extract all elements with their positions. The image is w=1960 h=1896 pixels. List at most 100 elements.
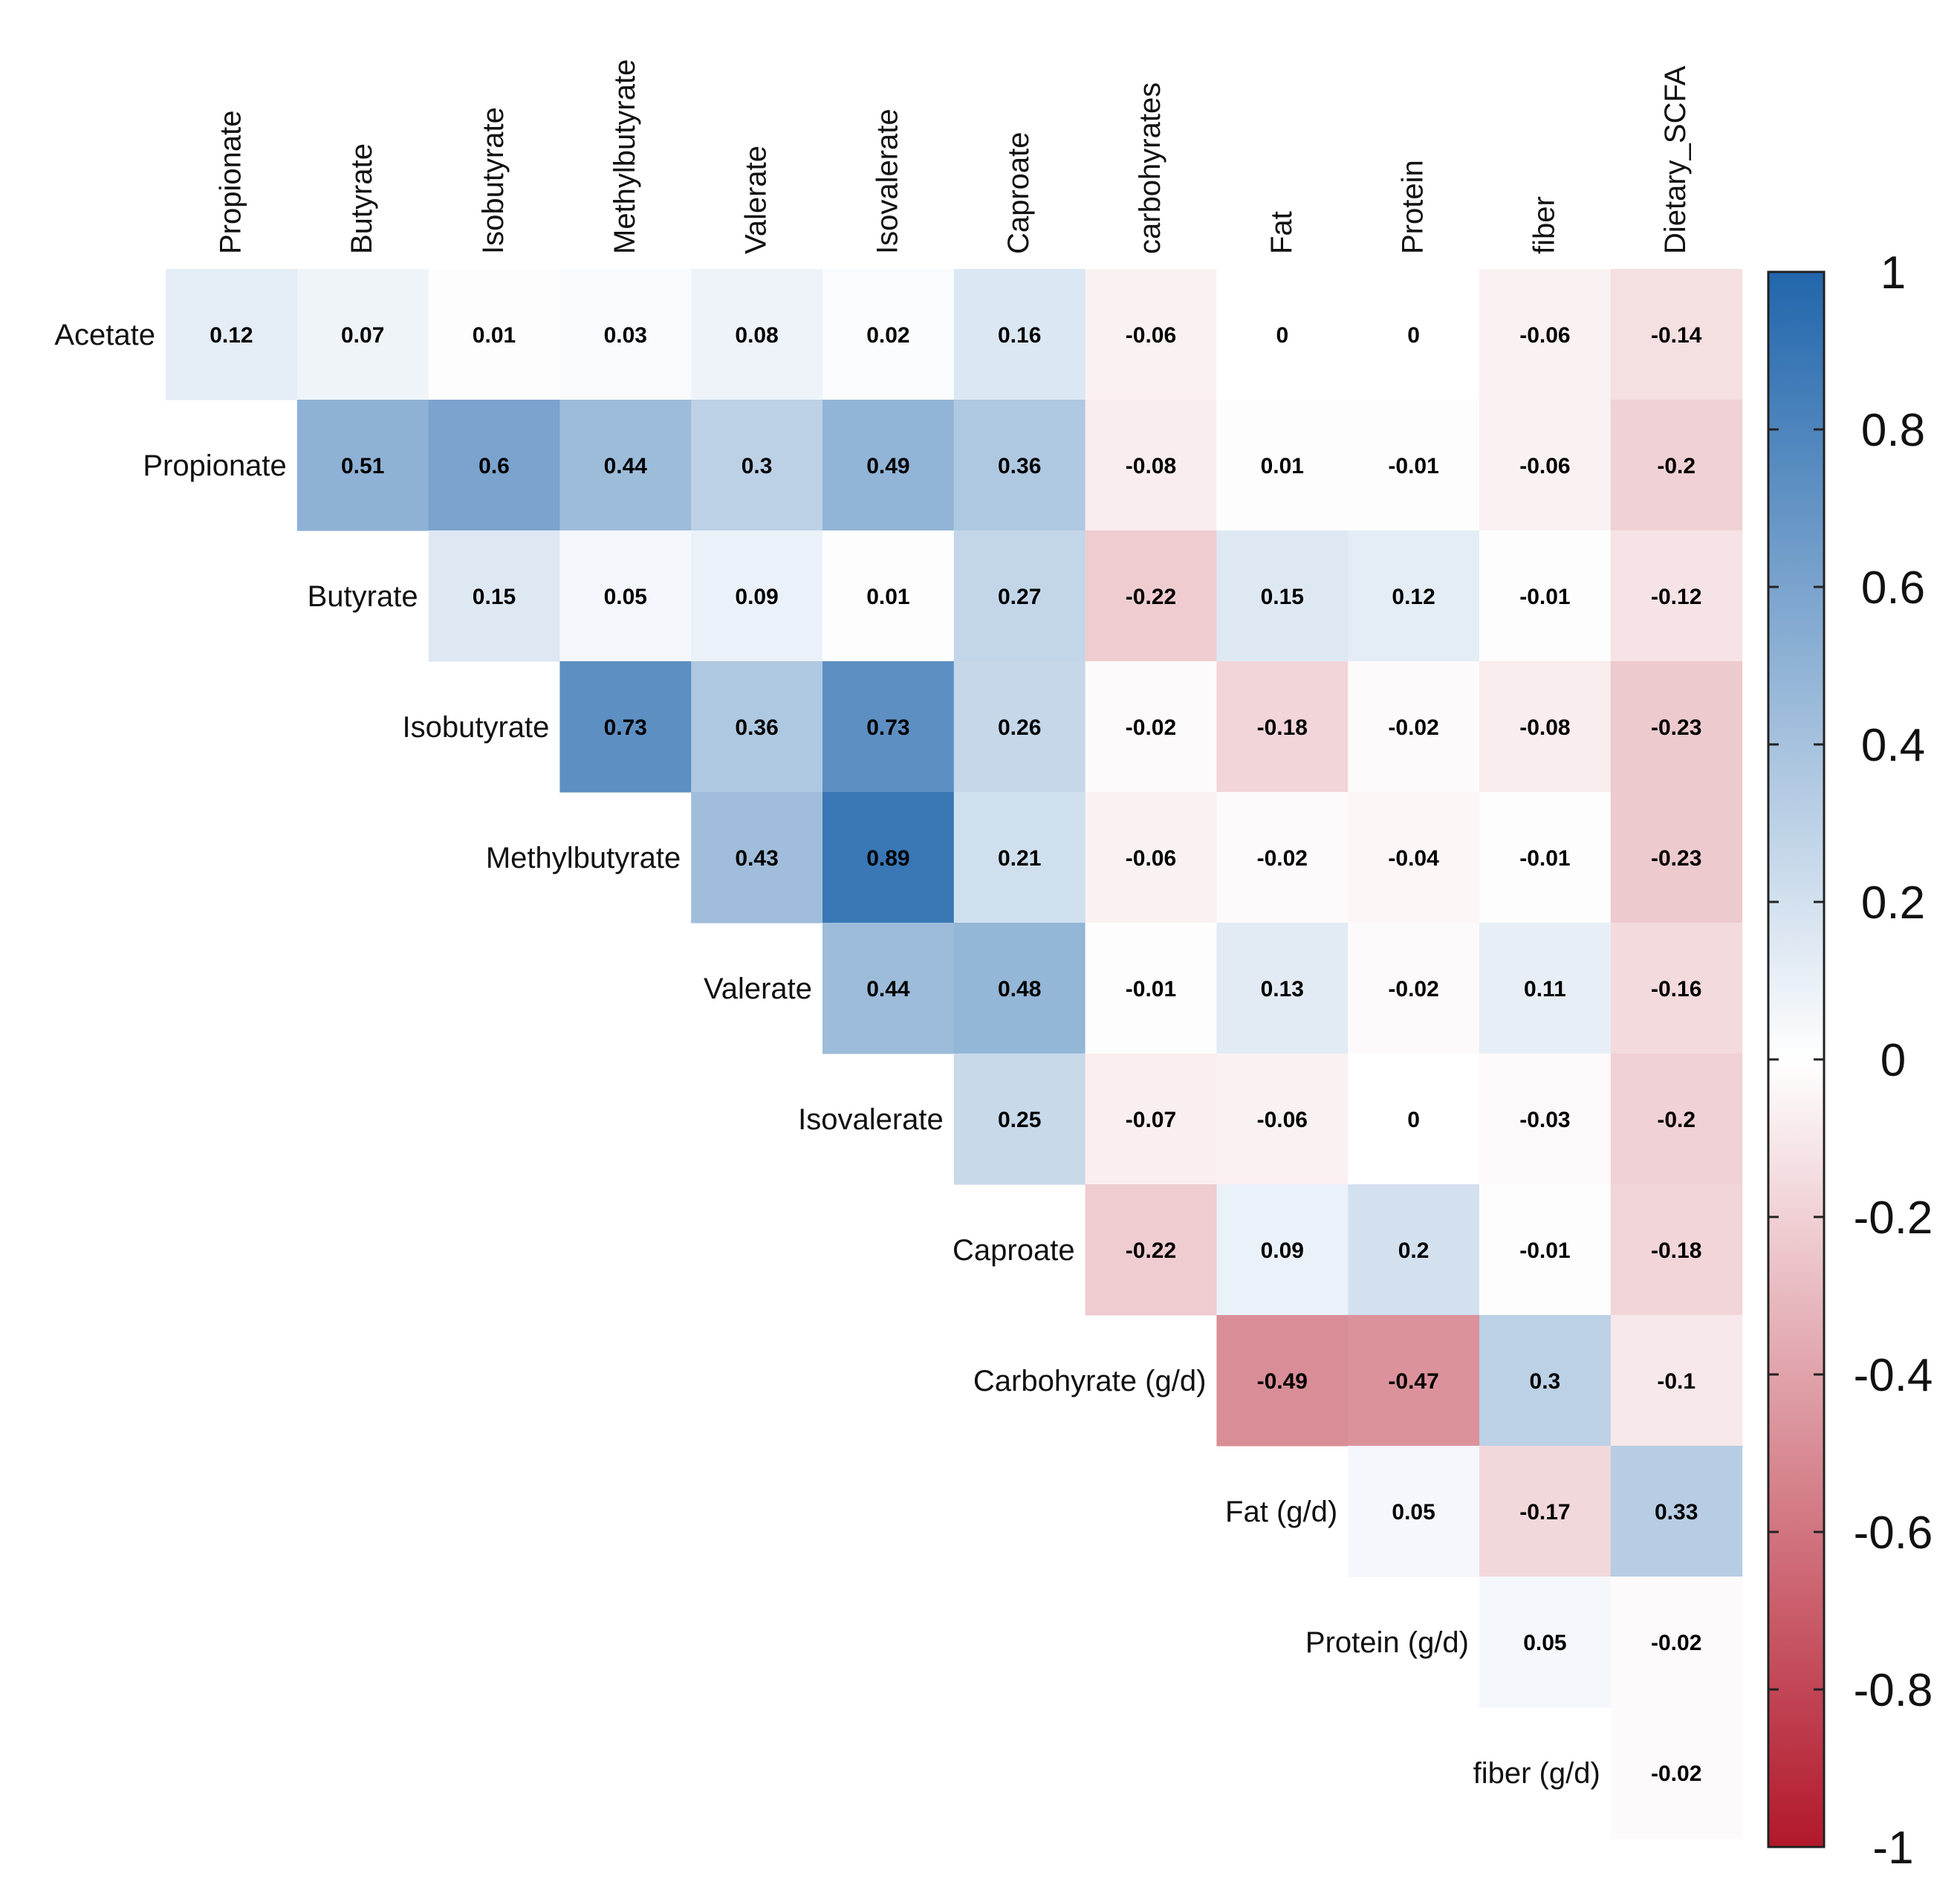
cell-value-label: 0.89	[866, 846, 909, 871]
cell-value-label: -0.2	[1657, 454, 1695, 478]
heatmap-cell	[1348, 530, 1480, 662]
cell-value-label: -0.01	[1519, 585, 1570, 609]
cell-value-label: 0.49	[866, 454, 909, 478]
cell-value-label: 0.73	[604, 715, 647, 740]
heatmap-cell	[559, 530, 692, 662]
colorbar-tick-label: 1	[1881, 247, 1906, 299]
cell-value-label: 0.05	[1392, 1500, 1435, 1525]
heatmap-cell	[822, 661, 955, 793]
colorbar-tick-label: -0.6	[1854, 1507, 1933, 1559]
heatmap-cell	[1085, 661, 1217, 793]
heatmap-cell	[691, 269, 823, 400]
cell-value-label: -0.18	[1651, 1238, 1701, 1263]
cell-value-label: 0.51	[341, 454, 384, 478]
heatmap-cell	[1216, 269, 1349, 400]
cell-value-label: 0.16	[998, 323, 1041, 348]
cell-value-label: -0.03	[1519, 1108, 1570, 1132]
cell-value-label: 0.15	[1261, 585, 1304, 609]
heatmap-cell	[1216, 1053, 1349, 1185]
cell-value-label: 0.02	[866, 323, 909, 348]
heatmap-cell	[691, 661, 823, 793]
heatmap-cell	[1610, 1315, 1743, 1447]
cell-value-label: -0.02	[1126, 715, 1176, 740]
cell-value-label: 0.26	[998, 715, 1041, 740]
cell-value-label: 0.05	[1523, 1631, 1566, 1655]
heatmap-cell	[1085, 269, 1217, 400]
heatmap-cell	[953, 269, 1086, 400]
row-label: Valerate	[704, 973, 812, 1005]
cell-value-label: 0.36	[735, 715, 778, 740]
row-label: Carbohyrate (g/d)	[973, 1365, 1206, 1397]
cell-value-label: 0.44	[604, 454, 648, 478]
col-label: Butyrate	[345, 143, 378, 254]
heatmap-cell	[428, 530, 560, 662]
heatmap-cell	[559, 400, 692, 531]
cell-value-label: 0.01	[866, 585, 909, 609]
cell-value-label: 0.48	[998, 977, 1041, 1001]
heatmap-cell	[428, 269, 560, 400]
heatmap-cell	[296, 400, 429, 531]
heatmap-cell	[559, 661, 692, 793]
cell-value-label: 0.73	[866, 715, 909, 740]
col-label: carbohyrates	[1134, 82, 1166, 254]
cell-value-label: 0.12	[1392, 585, 1435, 609]
heatmap-cell	[1348, 1053, 1480, 1185]
row-label: Butyrate	[308, 580, 418, 613]
cell-value-label: -0.02	[1257, 846, 1308, 871]
cell-value-label: 0.44	[866, 977, 910, 1001]
heatmap-cell	[1216, 661, 1349, 793]
heatmap-cell	[1610, 1577, 1743, 1708]
cell-value-label: -0.22	[1126, 585, 1176, 609]
colorbar-tick-label: 0.8	[1861, 405, 1925, 456]
heatmap-cell	[1610, 923, 1743, 1054]
cell-value-label: 0.33	[1655, 1500, 1698, 1525]
colorbar-tick-label: 0.4	[1861, 720, 1925, 771]
row-label: Caproate	[953, 1234, 1075, 1267]
heatmap-cell	[296, 269, 429, 400]
heatmap-cell	[1610, 400, 1743, 531]
heatmap-cell	[1610, 269, 1743, 400]
heatmap-cell	[953, 792, 1086, 923]
cell-value-label: 0.11	[1524, 977, 1566, 1001]
col-label: Methylbutyrate	[609, 59, 641, 254]
row-label: Propionate	[143, 449, 286, 482]
cell-value-label: -0.06	[1126, 323, 1176, 348]
heatmap-cell	[953, 400, 1086, 531]
cell-value-label: 0.21	[998, 846, 1041, 871]
heatmap-cell	[1610, 1707, 1743, 1839]
row-label: Isovalerate	[798, 1103, 944, 1136]
colorbar-tick-label: 0	[1881, 1035, 1906, 1086]
cell-value-label: -0.01	[1126, 977, 1176, 1001]
heatmap-cell	[1479, 1184, 1612, 1316]
heatmap-cell	[1348, 1446, 1480, 1577]
cell-value-label: 0.08	[735, 323, 778, 348]
col-label: Dietary_SCFA	[1659, 65, 1692, 254]
cell-value-label: 0.15	[473, 585, 516, 609]
colorbar-tick-label: -0.4	[1854, 1350, 1933, 1401]
cell-value-label: 0.2	[1398, 1238, 1430, 1263]
heatmap-cell	[822, 792, 955, 923]
colorbar-tick-label: -0.8	[1854, 1665, 1933, 1716]
cell-value-label: 0.07	[341, 323, 384, 348]
col-label: Isobutyrate	[477, 107, 510, 254]
heatmap-cell	[691, 530, 823, 662]
cell-value-label: -0.04	[1388, 846, 1439, 871]
cell-value-label: -0.23	[1651, 846, 1701, 871]
cell-value-label: -0.12	[1651, 585, 1701, 609]
heatmap-cell	[822, 400, 955, 531]
col-label: Isovalerate	[871, 108, 903, 254]
heatmap-cell	[1085, 923, 1217, 1054]
heatmap-cell	[1348, 792, 1480, 923]
heatmap-cell	[1085, 530, 1217, 662]
cell-value-label: 0.01	[1261, 454, 1304, 478]
heatmap-cell	[1085, 792, 1217, 923]
col-label: Propionate	[214, 111, 247, 254]
heatmap-cell	[691, 400, 823, 531]
cell-value-label: 0.3	[1530, 1369, 1561, 1394]
heatmap-cell	[559, 269, 692, 400]
cell-value-label: -0.47	[1388, 1369, 1438, 1394]
heatmap-cell	[953, 530, 1086, 662]
heatmap-cell	[1348, 269, 1480, 400]
heatmap-cell	[1348, 1315, 1480, 1447]
